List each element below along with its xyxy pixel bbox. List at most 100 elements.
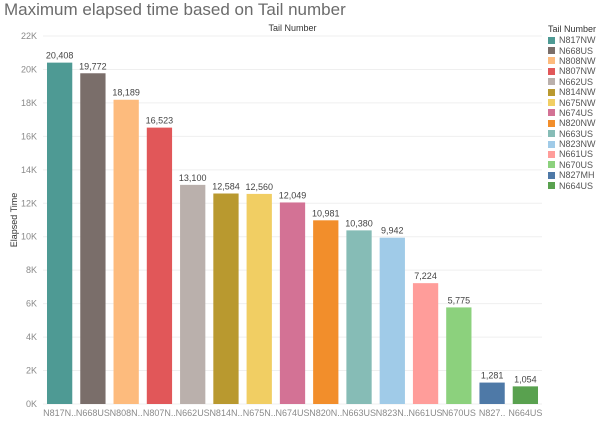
bar [146,127,173,405]
bar [180,184,206,404]
bar-value-label: 5,775 [448,295,471,305]
x-tick-label: N807N.. [143,408,176,418]
bar-value-label: 16,523 [146,116,174,126]
legend-item[interactable]: N674US [548,108,596,118]
legend-item[interactable]: N664US [548,180,596,191]
y-tick-label: 12K [21,198,37,208]
legend-item[interactable]: N662US [548,77,596,87]
y-tick-label: 0K [26,399,37,409]
y-tick-label: 2K [26,366,37,376]
legend-swatch [548,182,555,190]
bar-value-label: 18,189 [112,88,140,98]
legend-swatch [548,171,555,179]
column-header: Tail Number [268,23,316,33]
legend-item[interactable]: N668US [548,45,596,56]
x-tick-label: N668US [76,408,110,418]
legend-item[interactable]: N661US [548,149,596,159]
legend-item[interactable]: N820NW [548,118,596,128]
legend-item[interactable]: N823NW [548,139,596,149]
bar [479,382,505,404]
legend-swatch [548,140,555,148]
legend-swatch [548,130,555,138]
x-tick-label: N823N.. [376,408,409,418]
legend-label: N661US [559,149,594,160]
legend-swatch [548,78,555,86]
legend-item[interactable]: N817NW [548,35,596,45]
bar-value-label: 1,281 [481,371,504,381]
bar-value-label: 1,054 [514,374,537,384]
x-tick-label: N820N.. [309,408,342,418]
legend-swatch [548,47,555,55]
legend-label: N670US [559,159,594,170]
x-tick-label: N670US [442,408,476,418]
legend-title: Tail Number [548,24,597,34]
y-axis-title: Elapsed Time [9,193,19,248]
x-tick-label: N808N.. [110,408,143,418]
x-tick-label: N663US [342,408,376,418]
legend-item[interactable]: N807NW [548,66,596,76]
bar [446,307,472,404]
bar [512,386,539,404]
bar-value-label: 12,049 [279,190,307,200]
legend-item[interactable]: N827MH [548,170,596,180]
legend-swatch [548,99,555,107]
bar [46,62,73,404]
y-tick-label: 6K [26,299,37,309]
legend-item[interactable]: N670US [548,160,596,170]
legend-label: N814NW [559,87,596,98]
legend: Tail Number N817NW N668US N808NW N807NW N662… [548,24,596,191]
y-tick-label: 14K [21,165,37,175]
legend-item[interactable]: N675NW [548,97,596,108]
x-tick-label: N827.. [479,408,506,418]
legend-swatch [548,57,555,65]
y-tick-label: 4K [26,332,37,342]
bar-value-label: 10,981 [312,208,340,218]
legend-label: N827MH [559,170,595,181]
bar-value-label: 20,408 [46,51,74,61]
legend-swatch [548,88,555,96]
legend-item[interactable]: N808NW [548,56,596,66]
bar [379,237,405,404]
legend-label: N807NW [559,66,596,77]
y-tick-label: 22K [21,31,37,41]
bar [412,283,439,404]
legend-swatch [548,36,555,44]
y-tick-label: 18K [21,98,37,108]
y-tick-label: 10K [21,232,37,242]
legend-label: N664US [559,180,594,191]
y-tick-label: 8K [26,265,37,275]
legend-item[interactable]: N814NW [548,87,596,97]
legend-label: N820NW [559,118,596,129]
legend-swatch [548,161,555,169]
x-tick-label: N664US [508,408,542,418]
x-tick-label: N675N.. [243,408,276,418]
legend-label: N817NW [559,35,596,46]
legend-label: N662US [559,76,594,87]
x-tick-label: N814N.. [209,408,242,418]
bar [313,220,339,404]
bar [113,99,139,405]
legend-label: N675NW [559,97,596,108]
legend-label: N674US [559,107,594,118]
x-tick-label: N674US [275,408,309,418]
x-tick-label: N661US [409,408,443,418]
legend-item[interactable]: N663US [548,129,596,139]
bar [279,202,306,404]
legend-label: N823NW [559,139,596,150]
legend-swatch [548,119,555,127]
legend-swatch [548,67,555,75]
bar [80,73,106,404]
bar-value-label: 10,380 [345,218,373,228]
bar-value-label: 13,100 [179,173,207,183]
legend-swatch [548,109,555,117]
y-tick-label: 20K [21,64,37,74]
bar-value-label: 19,772 [79,61,107,71]
y-tick-label: 16K [21,131,37,141]
bar [246,193,272,404]
bar [346,230,372,404]
legend-label: N808NW [559,55,596,66]
x-tick-label: N662US [176,408,210,418]
bar-value-label: 12,560 [245,182,273,192]
bar-value-label: 9,942 [381,226,404,236]
chart-title: Maximum elapsed time based on Tail numbe… [4,0,346,19]
